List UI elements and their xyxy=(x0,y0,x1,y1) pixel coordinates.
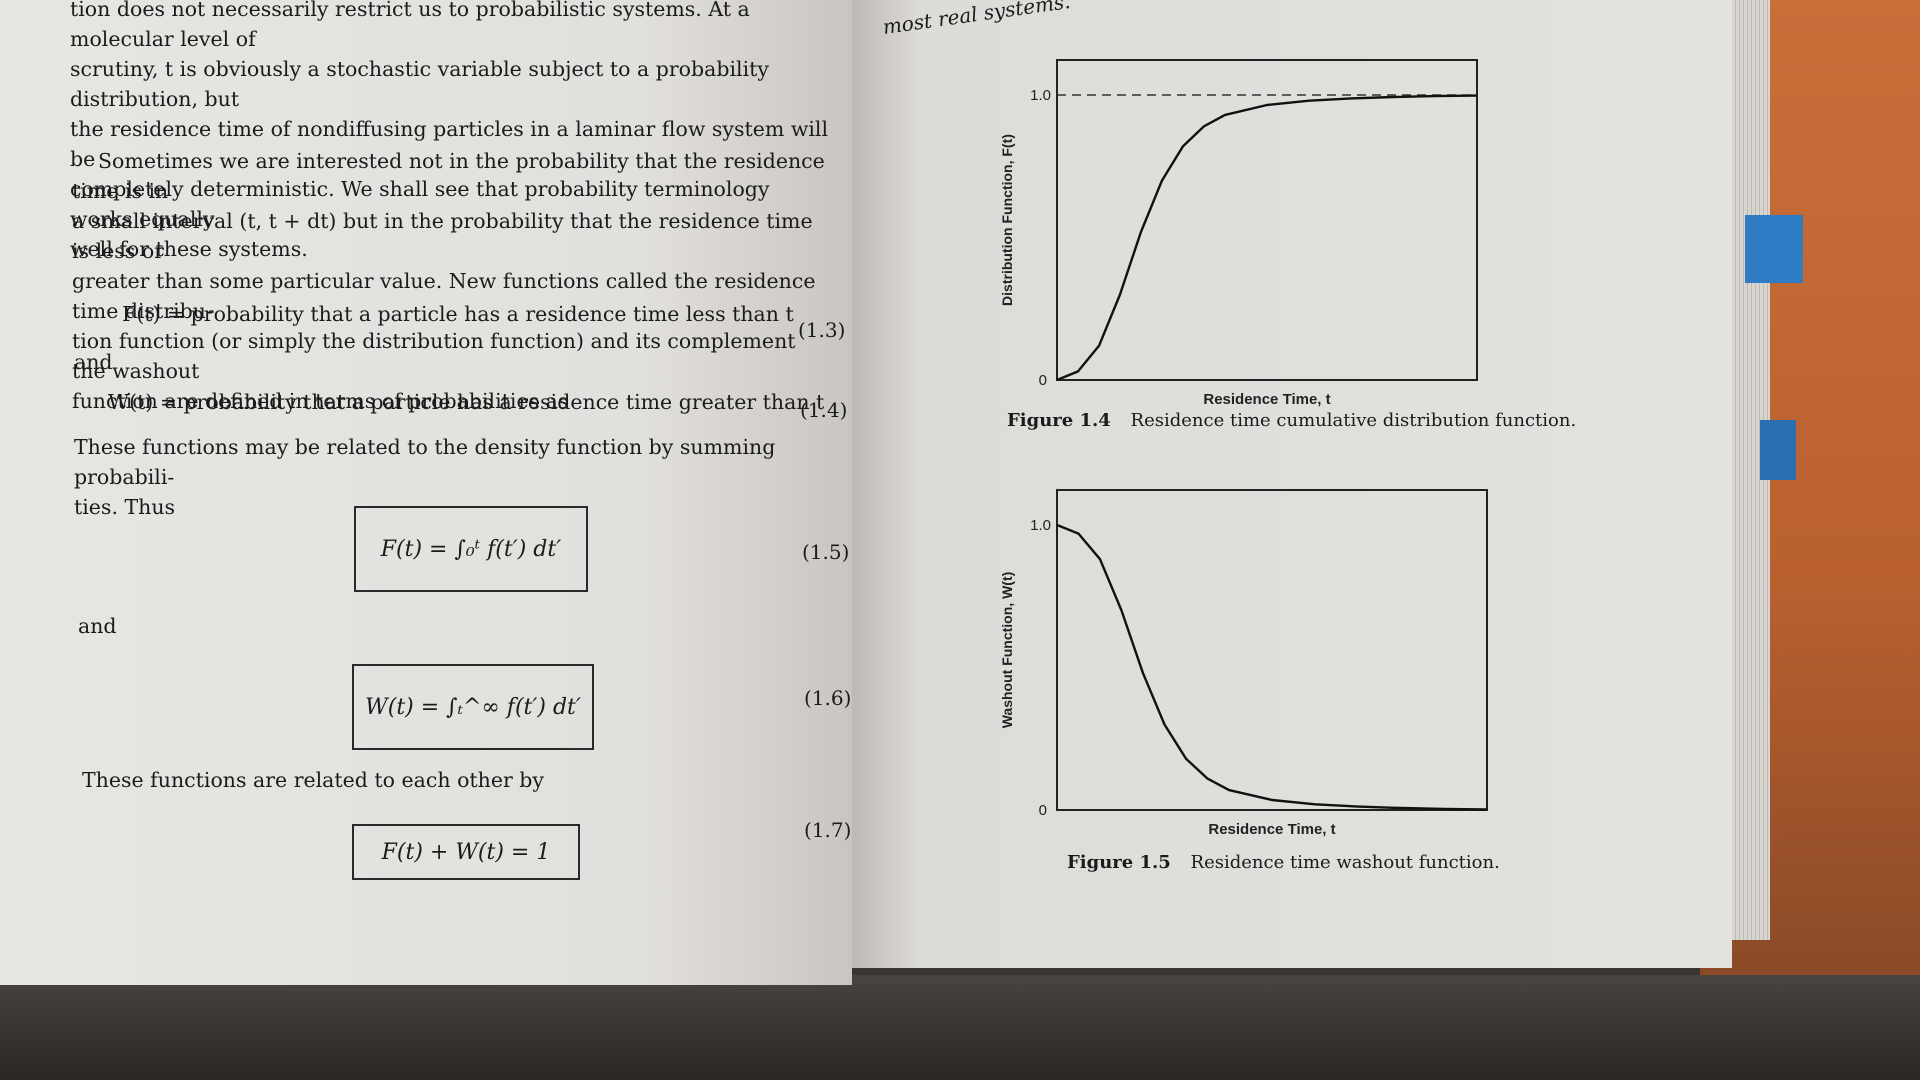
left-page: tion does not necessarily restrict us to… xyxy=(0,0,852,985)
and-label-2: and xyxy=(78,614,117,638)
series-line xyxy=(1056,523,1488,811)
text-line: Sometimes we are interested not in the p… xyxy=(72,149,825,203)
equation-1-5-box: F(t) = ∫₀ᵗ f(t′) dt′ xyxy=(354,506,588,592)
paragraph-2: Sometimes we are interested not in the p… xyxy=(72,146,832,416)
text-line: completely deterministic. We shall see t… xyxy=(70,177,770,231)
paragraph-3: These functions may be related to the de… xyxy=(74,432,834,522)
floor-background xyxy=(0,975,1920,1080)
figure-1-4-caption-text: Residence time cumulative distribution f… xyxy=(1130,410,1577,431)
y-tick-label: 0 xyxy=(1039,372,1047,389)
text-line: function are defined in terms of probabi… xyxy=(72,389,569,413)
equation-1-7-text: F(t) + W(t) = 1 xyxy=(381,839,551,865)
equation-1-3-text: F(t) = probability that a particle has a… xyxy=(122,302,794,326)
equation-1-3-number: (1.3) xyxy=(798,318,846,342)
bookmark-tab xyxy=(1760,420,1796,480)
text-line: ties. Thus xyxy=(74,495,176,519)
bookmark-tab xyxy=(1745,215,1803,283)
plot-frame xyxy=(1056,489,1488,811)
figure-1-5-chart: 0 1.0 Residence Time, t Washout Function, W… xyxy=(999,489,1488,838)
text-line: These functions may be related to the de… xyxy=(74,435,776,489)
text-line: tion function (or simply the distributio… xyxy=(72,329,796,383)
equation-1-5-text: F(t) = ∫₀ᵗ f(t′) dt′ xyxy=(380,536,562,562)
figure-1-5-caption-text: Residence time washout function. xyxy=(1190,852,1500,873)
text-line: scrutiny, t is obviously a stochastic va… xyxy=(70,57,769,111)
paragraph-4: These functions are related to each othe… xyxy=(82,768,545,792)
series-line xyxy=(1056,94,1478,382)
y-axis-label: Washout Function, W(t) xyxy=(999,572,1015,729)
y-tick-label: 1.0 xyxy=(1030,87,1051,104)
figure-1-5-label: Figure 1.5 xyxy=(1067,852,1171,873)
paragraph-1: tion does not necessarily restrict us to… xyxy=(70,0,830,264)
equation-1-4-number: (1.4) xyxy=(800,398,848,422)
text-line: greater than some particular value. New … xyxy=(72,269,816,323)
text-line: well for these systems. xyxy=(70,237,308,261)
figure-1-4-caption: Figure 1.4 Residence time cumulative dis… xyxy=(1007,410,1576,431)
text-line: a small interval (t, t + dt) but in the … xyxy=(72,209,813,263)
and-label-1: and xyxy=(74,350,113,374)
y-tick-label: 1.0 xyxy=(1030,517,1051,534)
equation-1-6-box: W(t) = ∫ₜ^∞ f(t′) dt′ xyxy=(352,664,594,750)
figure-1-5-caption: Figure 1.5 Residence time washout functi… xyxy=(1067,852,1500,873)
right-page: most real systems. 0 1.0 Residence Time, t… xyxy=(852,0,1732,968)
equation-1-7-box: F(t) + W(t) = 1 xyxy=(352,824,580,880)
equation-1-5-number: (1.5) xyxy=(802,540,850,564)
equation-1-4-text: W(t) = probability that a particle has a… xyxy=(108,390,825,414)
figure-1-5-plot: 0 1.0 Residence Time, t Washout Function, W… xyxy=(999,489,1488,838)
x-axis-label: Residence Time, t xyxy=(1203,391,1330,408)
equation-1-7-number: (1.7) xyxy=(804,818,852,842)
x-axis-label: Residence Time, t xyxy=(1208,821,1335,838)
figure-1-4-chart: 0 1.0 Residence Time, t Distribution Functi… xyxy=(999,59,1478,408)
text-line: the residence time of nondiffusing parti… xyxy=(70,117,829,171)
y-tick-label: 0 xyxy=(1039,802,1047,819)
figure-1-4-label: Figure 1.4 xyxy=(1007,410,1111,431)
y-axis-label: Distribution Function, F(t) xyxy=(999,134,1015,306)
text-line: tion does not necessarily restrict us to… xyxy=(70,0,750,51)
figure-1-4-plot: 0 1.0 Residence Time, t Distribution Functi… xyxy=(999,59,1478,408)
plot-frame xyxy=(1056,59,1478,381)
equation-1-6-number: (1.6) xyxy=(804,686,852,710)
equation-1-6-text: W(t) = ∫ₜ^∞ f(t′) dt′ xyxy=(365,694,581,720)
